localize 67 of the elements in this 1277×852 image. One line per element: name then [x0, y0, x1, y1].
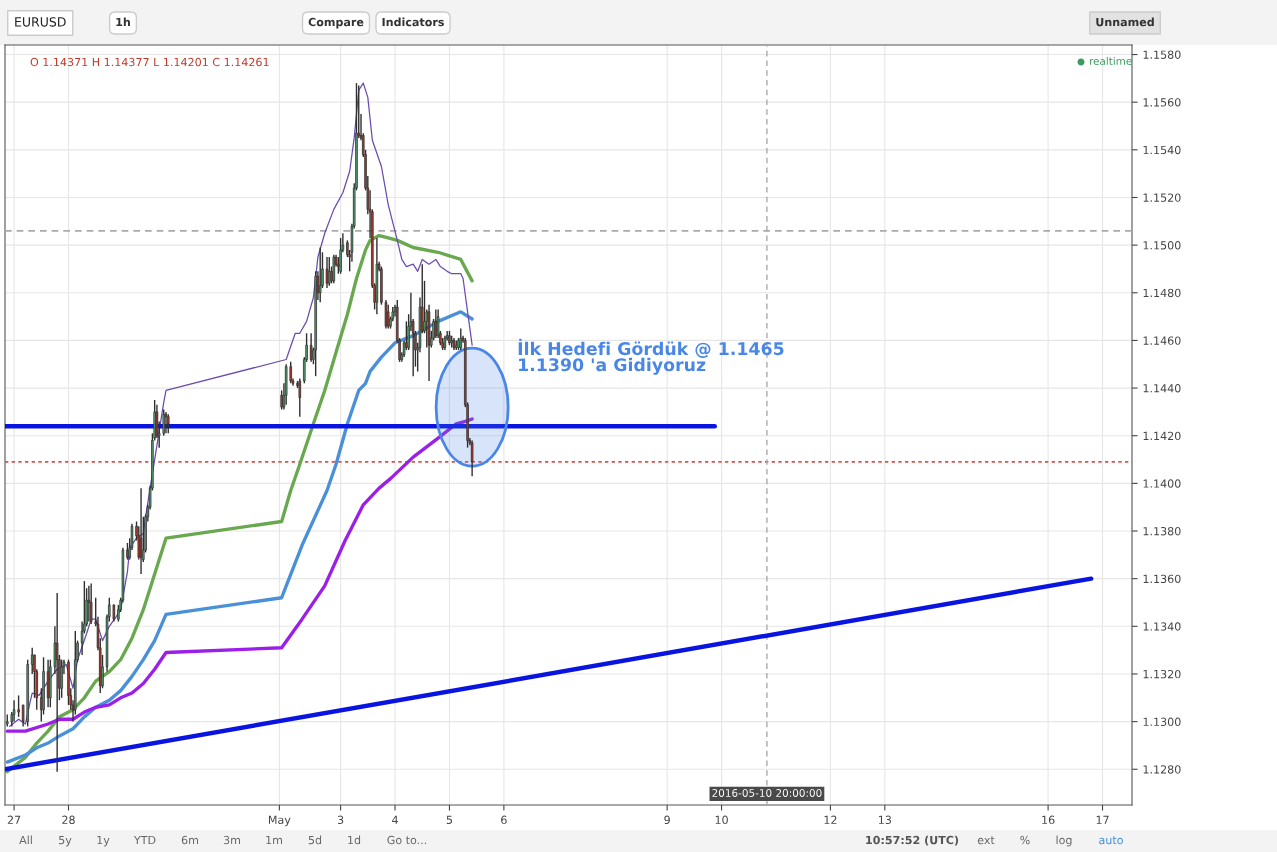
candlestick [89, 582, 93, 625]
y-tick-label: 1.1340 [1143, 622, 1181, 631]
text: log [1056, 835, 1072, 847]
x-tick-label: 4 [392, 815, 398, 824]
text: 1m [266, 835, 282, 845]
y-tick-label: 1.1360 [1143, 574, 1181, 584]
x-tick-label: 17 [1096, 815, 1109, 824]
text: auto [1099, 836, 1123, 845]
x-tick-label: 10 [715, 815, 728, 825]
text: 3m [223, 835, 240, 845]
text: Compare [308, 17, 364, 29]
annotation: O 1.14371 H 1.14377 L 1.14201 C 1.14261 [30, 57, 269, 67]
x-tick-label: 6 [501, 815, 507, 825]
line-series [5, 417, 474, 733]
text: 5y [59, 835, 72, 847]
candlestick [55, 592, 59, 773]
candlestick [167, 413, 170, 435]
text: Indicators [382, 17, 444, 27]
annotation: İlk Hedefi Gördük @ 1.1465 1.1390 'a Gidiyoruz [518, 338, 784, 375]
x-tick-label: 5 [446, 815, 453, 825]
candlestick [325, 256, 329, 289]
text: Go to... [387, 835, 427, 845]
text: 6m [181, 835, 198, 845]
candlestick [386, 303, 390, 330]
y-tick-label: 1.1500 [1143, 241, 1181, 250]
candlestick [17, 694, 20, 718]
text: 1h [116, 17, 130, 27]
line-series [5, 310, 474, 764]
candlestick [164, 411, 168, 435]
text: 10:57:52 (UTC) [866, 835, 959, 846]
line-series [5, 233, 474, 774]
text: Unnamed [1096, 17, 1154, 27]
y-tick-label: 1.1380 [1143, 526, 1181, 536]
x-tick-label: 28 [62, 815, 75, 825]
y-tick-label: 1.1280 [1143, 765, 1181, 774]
x-tick-label: 3 [337, 815, 344, 825]
candlestick [314, 270, 317, 377]
x-tick-label: 12 [824, 815, 837, 824]
text: % [1020, 835, 1030, 845]
chart-title: EURUSD [15, 17, 66, 27]
text: All [19, 835, 32, 845]
y-tick-label: 1.1560 [1143, 98, 1181, 107]
y-tick-label: 1.1300 [1143, 717, 1181, 726]
y-tick-label: 1.1320 [1143, 669, 1181, 679]
x-tick-label: 13 [878, 815, 892, 825]
text: YTD [133, 835, 156, 845]
candlestick [12, 699, 16, 723]
text: 1d [348, 835, 361, 845]
ref-line-label: 2016-05-10 20:00:00 [712, 789, 822, 797]
text: ext [977, 836, 995, 845]
y-tick-label: 1.1420 [1143, 431, 1181, 441]
candlestick [162, 408, 165, 437]
x-tick-label: 27 [7, 815, 21, 824]
y-tick-label: 1.1520 [1143, 193, 1181, 202]
x-tick-label: May [268, 815, 291, 827]
y-tick-label: 1.1580 [1143, 50, 1181, 59]
text: 1y [97, 835, 110, 847]
text: 5d [308, 835, 322, 845]
x-tick-label: 16 [1042, 815, 1055, 825]
y-tick-label: 1.1460 [1143, 336, 1181, 345]
x-tick-label: 9 [664, 815, 670, 825]
y-tick-label: 1.1400 [1143, 479, 1181, 488]
candlestick [87, 585, 91, 623]
annotation: realtime [1089, 56, 1132, 66]
y-tick-label: 1.1480 [1143, 288, 1181, 298]
y-tick-label: 1.1440 [1143, 384, 1181, 393]
y-tick-label: 1.1540 [1143, 145, 1181, 155]
